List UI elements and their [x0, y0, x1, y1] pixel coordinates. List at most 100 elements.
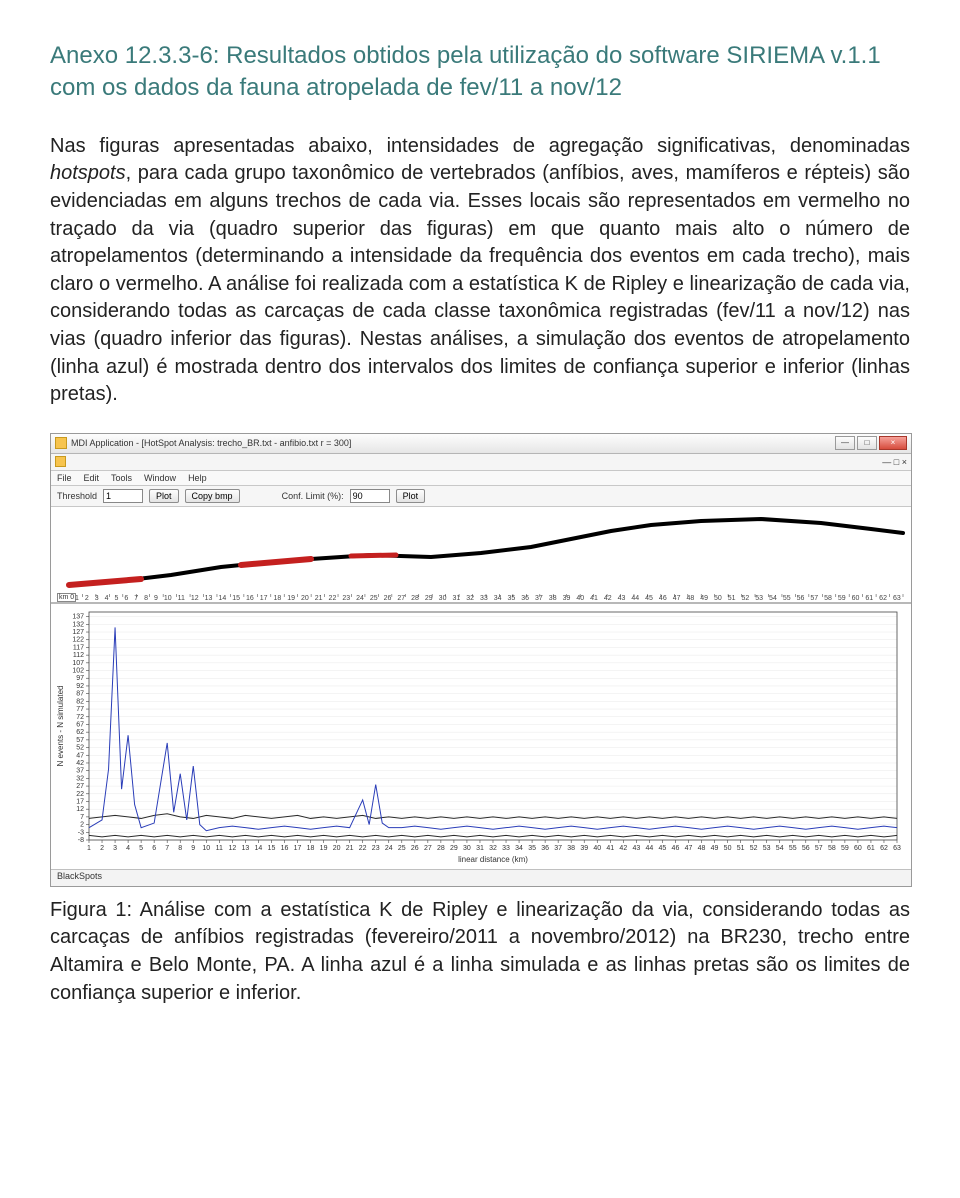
svg-text:39: 39 — [580, 845, 588, 852]
conf-limit-input[interactable] — [350, 489, 390, 503]
svg-text:7: 7 — [80, 814, 84, 821]
svg-text:32: 32 — [489, 845, 497, 852]
svg-text:31: 31 — [476, 845, 484, 852]
siriema-window: MDI Application - [HotSpot Analysis: tre… — [50, 433, 912, 887]
threshold-label: Threshold — [57, 491, 97, 501]
svg-text:16: 16 — [281, 845, 289, 852]
svg-text:63: 63 — [893, 845, 901, 852]
svg-text:11: 11 — [216, 845, 223, 852]
svg-text:10: 10 — [202, 845, 210, 852]
svg-text:87: 87 — [76, 690, 84, 697]
svg-text:53: 53 — [763, 845, 771, 852]
svg-text:4: 4 — [126, 845, 130, 852]
svg-text:24: 24 — [385, 845, 393, 852]
svg-text:112: 112 — [73, 652, 84, 659]
svg-text:62: 62 — [76, 729, 84, 736]
menu-tools[interactable]: Tools — [111, 473, 132, 483]
svg-text:32: 32 — [76, 775, 84, 782]
svg-text:linear distance (km): linear distance (km) — [458, 855, 528, 864]
ripley-chart-svg: -8-3271217222732374247525762677277828792… — [51, 604, 911, 869]
svg-text:57: 57 — [815, 845, 823, 852]
svg-text:51: 51 — [737, 845, 745, 852]
svg-text:122: 122 — [72, 636, 84, 643]
svg-text:55: 55 — [789, 845, 797, 852]
svg-text:54: 54 — [776, 845, 784, 852]
svg-text:6: 6 — [152, 845, 156, 852]
doc-icon — [55, 456, 66, 467]
svg-text:72: 72 — [76, 713, 84, 720]
svg-text:49: 49 — [711, 845, 719, 852]
svg-text:47: 47 — [76, 752, 84, 759]
figure-1-caption: Figura 1: Análise com a estatística K de… — [50, 897, 910, 1007]
svg-text:2: 2 — [80, 821, 84, 828]
svg-text:59: 59 — [841, 845, 849, 852]
svg-text:107: 107 — [72, 660, 84, 667]
svg-text:2: 2 — [100, 845, 104, 852]
plot2-button[interactable]: Plot — [396, 489, 426, 503]
svg-text:15: 15 — [268, 845, 276, 852]
svg-text:34: 34 — [515, 845, 523, 852]
svg-text:42: 42 — [619, 845, 627, 852]
maximize-button[interactable]: □ — [857, 436, 877, 450]
svg-text:61: 61 — [867, 845, 875, 852]
svg-text:17: 17 — [76, 798, 84, 805]
svg-text:48: 48 — [698, 845, 706, 852]
svg-text:N events - N simulated: N events - N simulated — [56, 685, 65, 766]
svg-text:67: 67 — [76, 721, 84, 728]
svg-text:22: 22 — [359, 845, 367, 852]
status-text: BlackSpots — [57, 871, 102, 881]
svg-text:52: 52 — [750, 845, 758, 852]
doc-maximize-button[interactable]: □ — [894, 457, 899, 467]
close-button[interactable]: × — [879, 436, 907, 450]
svg-text:46: 46 — [672, 845, 680, 852]
svg-text:5: 5 — [139, 845, 143, 852]
toolbar: Threshold Plot Copy bmp Conf. Limit (%):… — [51, 486, 911, 507]
menu-edit[interactable]: Edit — [84, 473, 100, 483]
titlebar: MDI Application - [HotSpot Analysis: tre… — [51, 434, 911, 454]
ripley-chart-panel: -8-3271217222732374247525762677277828792… — [51, 604, 911, 869]
svg-text:33: 33 — [502, 845, 510, 852]
menu-help[interactable]: Help — [188, 473, 207, 483]
doc-minimize-button[interactable]: — — [882, 457, 891, 467]
body-pre: Nas figuras apresentadas abaixo, intensi… — [50, 135, 910, 157]
svg-text:137: 137 — [72, 613, 84, 620]
svg-text:19: 19 — [320, 845, 328, 852]
svg-text:7: 7 — [165, 845, 169, 852]
menu-file[interactable]: File — [57, 473, 72, 483]
svg-text:97: 97 — [76, 675, 84, 682]
svg-text:8: 8 — [178, 845, 182, 852]
svg-text:127: 127 — [72, 629, 84, 636]
svg-text:40: 40 — [593, 845, 601, 852]
doc-titlebar: — □ × — [51, 454, 911, 471]
doc-close-button[interactable]: × — [902, 457, 907, 467]
svg-text:62: 62 — [880, 845, 888, 852]
svg-text:12: 12 — [228, 845, 236, 852]
svg-text:77: 77 — [76, 706, 84, 713]
svg-text:1: 1 — [87, 845, 91, 852]
svg-text:43: 43 — [632, 845, 640, 852]
statusbar: BlackSpots — [51, 869, 911, 886]
svg-text:37: 37 — [76, 767, 84, 774]
svg-text:60: 60 — [854, 845, 862, 852]
figure-1: MDI Application - [HotSpot Analysis: tre… — [50, 433, 910, 887]
minimize-button[interactable]: — — [835, 436, 855, 450]
svg-text:23: 23 — [372, 845, 380, 852]
svg-text:38: 38 — [567, 845, 575, 852]
svg-text:29: 29 — [450, 845, 458, 852]
menu-window[interactable]: Window — [144, 473, 176, 483]
plot-button[interactable]: Plot — [149, 489, 179, 503]
svg-text:17: 17 — [294, 845, 302, 852]
threshold-input[interactable] — [103, 489, 143, 503]
svg-text:26: 26 — [411, 845, 419, 852]
svg-text:47: 47 — [685, 845, 693, 852]
svg-text:102: 102 — [72, 667, 84, 674]
titlebar-text: MDI Application - [HotSpot Analysis: tre… — [71, 438, 351, 448]
svg-text:82: 82 — [76, 698, 84, 705]
svg-text:50: 50 — [724, 845, 732, 852]
svg-text:56: 56 — [802, 845, 810, 852]
svg-text:22: 22 — [76, 791, 84, 798]
svg-text:57: 57 — [76, 737, 84, 744]
svg-text:52: 52 — [76, 744, 84, 751]
svg-text:42: 42 — [76, 760, 84, 767]
copybmp-button[interactable]: Copy bmp — [185, 489, 240, 503]
